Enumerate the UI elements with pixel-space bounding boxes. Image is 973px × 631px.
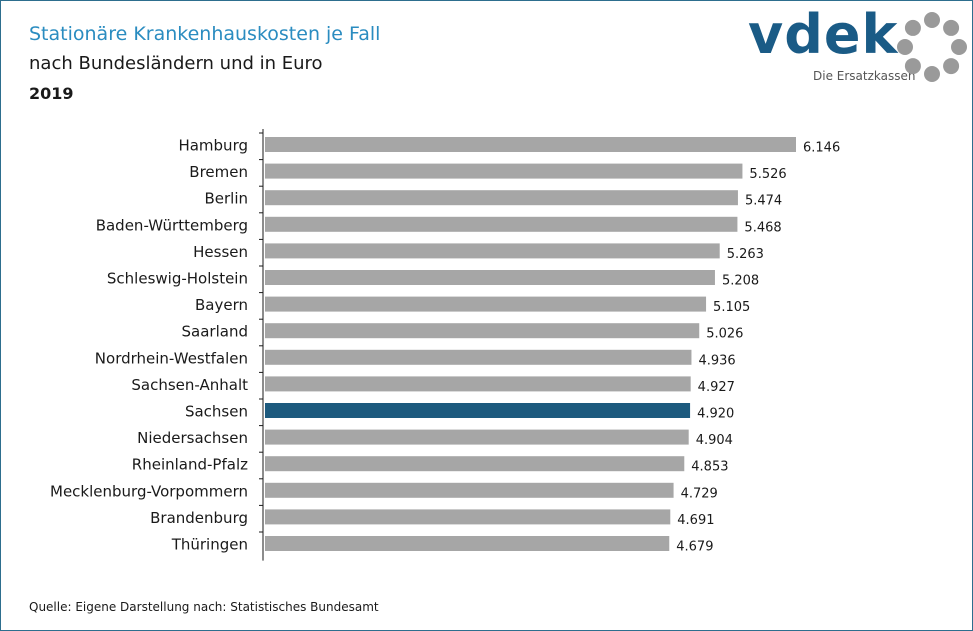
bar (265, 323, 700, 339)
category-label: Berlin (204, 190, 248, 208)
source-note: Quelle: Eigene Darstellung nach: Statist… (29, 600, 379, 614)
bar (265, 376, 691, 392)
value-label: 4.853 (691, 460, 728, 475)
value-label: 6.146 (803, 141, 840, 156)
value-label: 4.691 (677, 513, 714, 528)
value-label: 5.105 (713, 300, 750, 315)
category-label: Nordrhein-Westfalen (95, 349, 248, 367)
logo-wordmark: vdek (748, 3, 899, 66)
category-label: Bayern (195, 296, 248, 314)
bar (265, 190, 738, 206)
chart-year: 2019 (29, 84, 74, 103)
category-label: Hamburg (178, 137, 248, 155)
logo-ring-dot (904, 19, 921, 36)
value-label: 4.936 (698, 353, 735, 368)
bar (265, 296, 707, 312)
bar (265, 216, 738, 232)
bar (265, 536, 670, 551)
bar (265, 429, 689, 445)
logo-ring-dot (897, 39, 913, 55)
logo-ring-dot (951, 39, 967, 55)
value-label: 5.026 (706, 327, 743, 342)
logo-ring-dot (924, 66, 940, 82)
value-label: 5.468 (744, 220, 781, 235)
logo-ring-dot (924, 12, 940, 28)
value-label: 4.679 (676, 540, 713, 555)
category-label: Bremen (189, 163, 248, 181)
logo-tagline: Die Ersatzkassen (813, 69, 916, 83)
value-label: 4.920 (697, 407, 734, 422)
chart-subtitle: nach Bundesländern und in Euro (29, 53, 323, 74)
vdek-logo: vdek Die Ersatzkassen (746, 3, 968, 89)
bar (265, 482, 674, 498)
bar (265, 243, 720, 259)
category-label: Brandenburg (150, 509, 248, 527)
logo-ring-dot (904, 58, 921, 75)
category-label: Baden-Württemberg (96, 216, 248, 234)
logo-ring-dot (943, 19, 960, 36)
logo-ring-icon (897, 12, 967, 82)
category-label: Niedersachsen (137, 429, 248, 447)
bar (265, 137, 796, 152)
bar (265, 163, 743, 179)
value-label: 5.263 (727, 247, 764, 262)
category-label: Sachsen-Anhalt (131, 376, 248, 394)
value-label: 5.474 (745, 194, 782, 209)
bar (265, 349, 692, 365)
logo-ring-dot (943, 58, 960, 75)
chart-title: Stationäre Krankenhauskosten je Fall (29, 23, 381, 45)
value-label: 4.904 (696, 433, 733, 448)
category-label: Schleswig-Holstein (107, 270, 248, 288)
category-label: Sachsen (185, 403, 248, 421)
category-label: Thüringen (171, 536, 248, 554)
bar (265, 456, 685, 472)
category-label: Mecklenburg-Vorpommern (50, 482, 248, 500)
category-label: Rheinland-Pfalz (132, 456, 248, 474)
bar (265, 403, 691, 418)
value-label: 4.927 (698, 380, 735, 395)
value-label: 4.729 (681, 486, 718, 501)
category-label: Saarland (182, 323, 248, 341)
bar (265, 509, 671, 525)
bar (265, 270, 715, 285)
value-label: 5.526 (749, 167, 786, 182)
category-label: Hessen (193, 243, 248, 261)
value-label: 5.208 (722, 274, 759, 289)
